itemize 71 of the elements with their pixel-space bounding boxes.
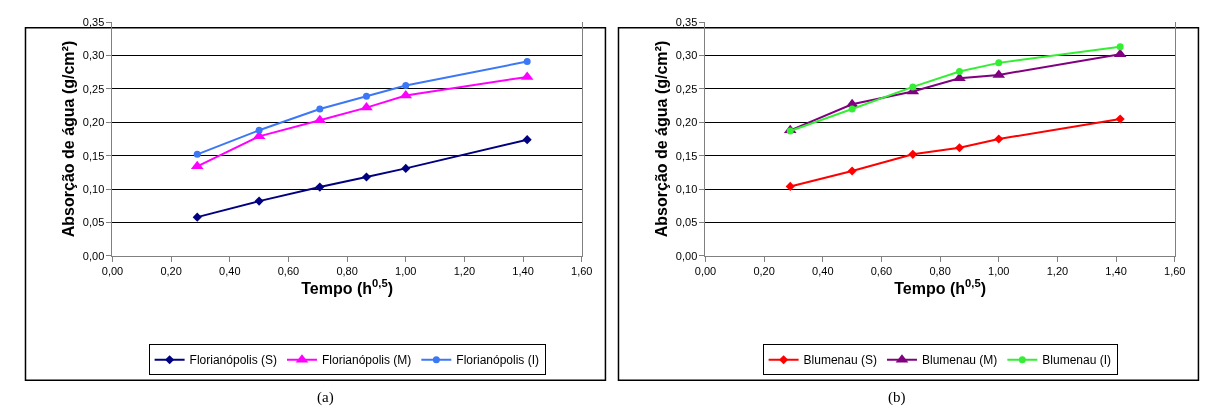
point [316, 105, 324, 113]
point [1116, 43, 1124, 51]
x-tick-label: 0,60 [870, 265, 893, 278]
legend-label: Florianópolis (M) [321, 353, 412, 368]
y-tick-label: 0,20 [82, 116, 105, 129]
y-tick-label: 0,20 [675, 116, 698, 129]
x-tick-label: 0,00 [101, 265, 124, 278]
y-axis-title: Absorção de água (g/cm²) [652, 40, 670, 238]
x-axis-title: Tempo (h$^{0,5}$) [894, 277, 986, 297]
y-axis-title: Absorção de água (g/cm²) [59, 40, 77, 238]
y-tick-label: 0,05 [675, 216, 698, 229]
point [994, 134, 1004, 144]
x-tick-label: 1,00 [988, 265, 1010, 278]
x-tick-label: 0,40 [812, 265, 834, 278]
point [954, 143, 965, 153]
point [315, 182, 325, 192]
x-tick-label: 1,00 [395, 265, 417, 278]
x-tick-label: 1,20 [453, 265, 476, 278]
text: (a) [317, 389, 334, 406]
y-tick-label: 0,25 [82, 82, 105, 95]
point [401, 163, 411, 173]
x-tick-label: 0,40 [219, 265, 241, 278]
x-tick-label: 1,20 [1046, 265, 1069, 278]
point [908, 149, 918, 159]
y-tick-label: 0,10 [82, 182, 105, 195]
x-tick-label: 1,60 [571, 265, 593, 278]
x-tick-label: 0,80 [336, 265, 358, 278]
point [190, 160, 204, 170]
y-tick-label: 0,35 [675, 15, 698, 28]
x-tick-label: 0,60 [277, 265, 300, 278]
y-tick-label: 0,10 [675, 182, 698, 195]
point [909, 83, 917, 91]
point [522, 135, 532, 145]
legend-label: Blumenau (M) [921, 353, 998, 368]
x-tick-label: 0,20 [160, 265, 182, 278]
y-tick-label: 0,00 [82, 249, 105, 262]
point [255, 126, 263, 134]
y-tick-label: 0,15 [82, 149, 105, 162]
x-tick-label: 0,80 [929, 265, 951, 278]
point [955, 68, 963, 76]
point [361, 172, 372, 182]
point [1115, 114, 1125, 124]
y-tick-label: 0,30 [675, 49, 698, 62]
point [995, 59, 1003, 67]
point [254, 196, 264, 206]
y-tick-label: 0,35 [82, 15, 105, 28]
point [192, 212, 202, 222]
legend-label: Blumenau (S) [803, 353, 877, 368]
point [193, 150, 201, 158]
y-tick-label: 0,25 [675, 82, 698, 95]
x-tick-label: 0,00 [694, 265, 717, 278]
x-axis-title: Tempo (h$^{0,5}$) [301, 277, 393, 297]
point [402, 82, 410, 90]
x-tick-label: 1,40 [512, 265, 534, 278]
y-tick-label: 0,05 [82, 216, 105, 229]
legend-label: Florianópolis (S) [189, 353, 277, 368]
text: (b) [888, 389, 906, 406]
point [847, 166, 857, 176]
x-tick-label: 0,20 [753, 265, 775, 278]
x-tick-label: 1,40 [1105, 265, 1127, 278]
y-tick-label: 0,00 [675, 249, 698, 262]
point [848, 105, 856, 113]
point [313, 114, 327, 124]
point [523, 58, 531, 66]
legend-label: Florianópolis (I) [456, 353, 540, 368]
point [785, 181, 795, 191]
legend-label: Blumenau (I) [1042, 353, 1112, 368]
point [362, 92, 370, 100]
y-tick-label: 0,15 [675, 149, 698, 162]
x-tick-label: 1,60 [1164, 265, 1186, 278]
y-tick-label: 0,30 [82, 49, 105, 62]
